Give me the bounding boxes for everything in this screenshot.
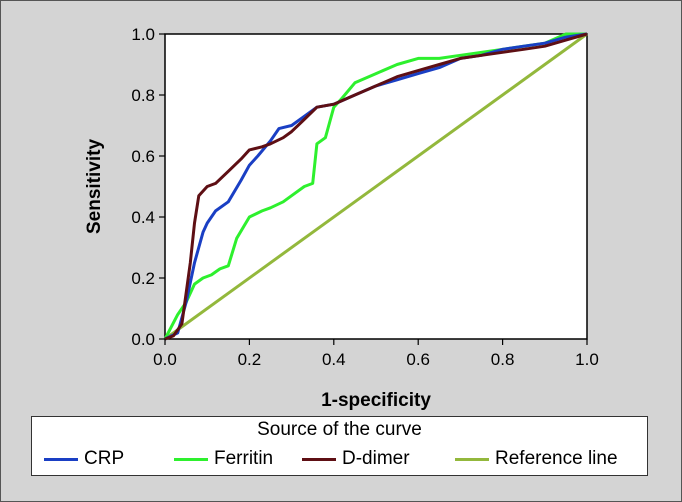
y-axis-ticks: 0.0 0.2 0.4 0.6 0.8 1.0: [131, 25, 165, 349]
y-tick-label: 0.6: [131, 147, 155, 166]
series-line-ferritin: [163, 32, 587, 340]
legend-label: D-dimer: [342, 448, 410, 469]
legend-label: CRP: [84, 448, 125, 469]
legend-item: Reference line: [455, 447, 618, 471]
x-tick-label: 0.8: [491, 350, 515, 369]
y-tick-label: 0.8: [131, 86, 155, 105]
y-axis-title: Sensitivity: [84, 139, 105, 234]
legend-swatch: [302, 457, 336, 461]
x-tick-label: 0.0: [153, 350, 177, 369]
x-tick-label: 0.2: [238, 350, 262, 369]
legend-item: CRP: [44, 447, 124, 471]
y-tick-label: 0.2: [131, 269, 155, 288]
legend-items: CRP Ferritin D-dimer Reference line: [32, 447, 647, 471]
y-tick-label: 1.0: [131, 25, 155, 44]
y-tick-label: 0.0: [131, 330, 155, 349]
x-tick-label: 0.6: [406, 350, 430, 369]
legend-swatch: [174, 457, 208, 461]
legend-swatch: [455, 457, 489, 461]
legend-label: Reference line: [495, 448, 618, 469]
legend-item: Ferritin: [174, 447, 273, 471]
x-axis-ticks: 0.0 0.2 0.4 0.6 0.8 1.0: [153, 339, 599, 369]
legend-label: Ferritin: [214, 448, 274, 469]
y-tick-label: 0.4: [131, 208, 155, 227]
legend: Source of the curve CRP Ferritin D-dimer Re…: [31, 416, 648, 476]
x-axis-title: 1-specificity: [321, 390, 431, 411]
series-line-reference-line: [164, 32, 588, 341]
legend-title: Source of the curve: [257, 419, 422, 440]
series-line-d-dimer: [164, 32, 588, 341]
legend-swatch: [44, 457, 78, 461]
x-tick-label: 0.4: [322, 350, 346, 369]
legend-item: D-dimer: [302, 447, 410, 471]
x-tick-label: 1.0: [575, 350, 599, 369]
curves: [163, 32, 588, 341]
